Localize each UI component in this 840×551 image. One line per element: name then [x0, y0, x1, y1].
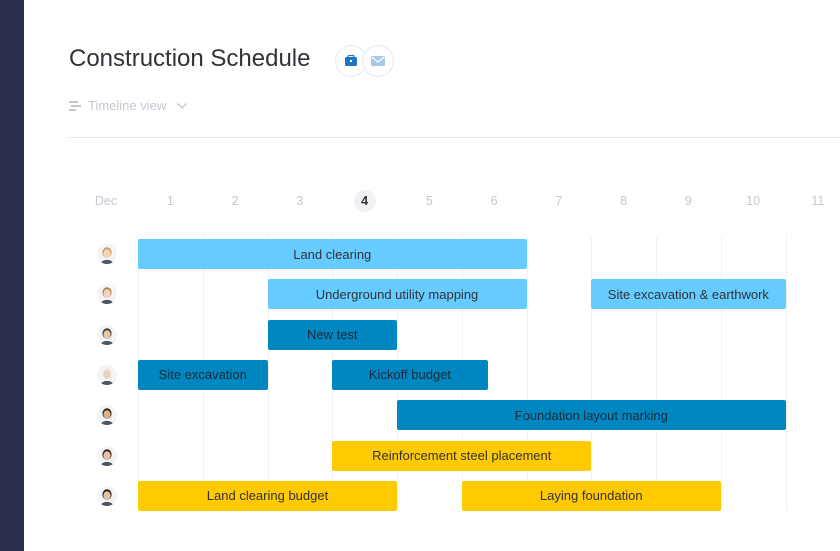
timeline-bar[interactable]: Kickoff budget	[332, 359, 488, 390]
timeline-bar-label: Site excavation	[158, 367, 247, 383]
avatar-1[interactable]	[97, 244, 117, 264]
board-icon	[345, 55, 357, 66]
timeline-icon	[69, 100, 81, 111]
day-label: 3	[296, 194, 304, 208]
day-label: 9	[684, 194, 692, 208]
timeline-bar-label: Site excavation & earthwork	[607, 286, 769, 302]
timeline-bar-label: New test	[306, 327, 358, 343]
mail-badge[interactable]	[363, 46, 393, 76]
view-label: Timeline view	[88, 98, 167, 113]
day-label: 2	[231, 194, 239, 208]
day-label: 10	[746, 194, 761, 208]
day-label: 7	[555, 194, 563, 208]
today-day-label: 4	[353, 190, 376, 212]
day-label: 5	[425, 194, 433, 208]
timeline-bar-label: Underground utility mapping	[315, 286, 479, 302]
timeline-bar[interactable]: Underground utility mapping	[267, 279, 527, 310]
timeline-bar-label: Kickoff budget	[368, 367, 452, 383]
timeline-bar[interactable]: Site excavation	[138, 359, 268, 390]
timeline-bar-label: Foundation layout marking	[514, 407, 668, 423]
timeline-bar-label: Reinforcement steel placement	[372, 448, 552, 463]
day-label: 11	[811, 194, 825, 208]
timeline-bar-label: Land clearing	[293, 246, 372, 262]
avatar-4[interactable]	[97, 364, 117, 385]
timeline-bar[interactable]: Laying foundation	[461, 480, 721, 511]
header-divider	[68, 137, 840, 138]
grid-line	[656, 236, 657, 510]
mail-icon	[371, 56, 385, 66]
day-label: 6	[490, 194, 498, 208]
avatar-6[interactable]	[97, 445, 117, 466]
timeline-bar[interactable]: Reinforcement steel placement	[332, 440, 592, 471]
grid-line	[267, 236, 269, 510]
grid-line	[720, 236, 722, 510]
grid-line	[526, 236, 528, 510]
avatar-7[interactable]	[97, 485, 117, 506]
day-label: 1	[166, 194, 174, 208]
board-badge[interactable]	[336, 46, 366, 76]
chevron-down-icon	[177, 102, 188, 109]
left-navigation-rail	[0, 0, 24, 551]
avatar-5[interactable]	[97, 405, 117, 426]
day-label: 8	[620, 194, 628, 208]
grid-line	[785, 236, 787, 510]
timeline-bar-label: Land clearing budget	[206, 488, 329, 504]
timeline-bar[interactable]: Land clearing	[138, 239, 527, 269]
timeline-bar[interactable]: Foundation layout marking	[397, 400, 786, 431]
month-label: Dec	[94, 194, 118, 208]
timeline-bar[interactable]: Site excavation & earthwork	[591, 279, 786, 310]
avatar-3[interactable]	[97, 324, 117, 345]
timeline-bar[interactable]: Land clearing budget	[138, 480, 397, 511]
timeline-bar-label: Laying foundation	[539, 488, 643, 504]
page-title: Construction Schedule	[69, 45, 311, 72]
grid-line	[591, 236, 593, 510]
timeline-view-switch[interactable]: Timeline view	[68, 98, 188, 113]
timeline-bar[interactable]: New test	[267, 319, 397, 350]
avatar-2[interactable]	[97, 284, 117, 305]
